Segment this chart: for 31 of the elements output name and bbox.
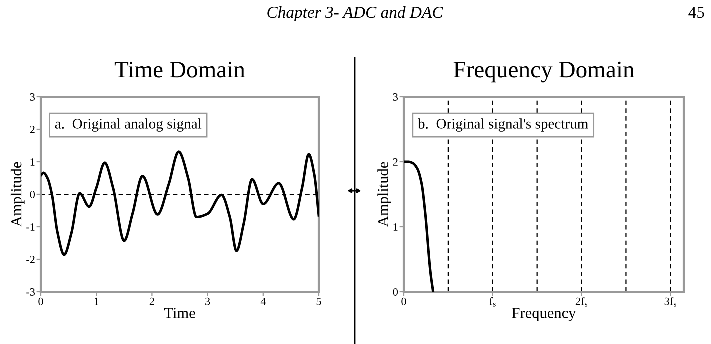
- y-tick-label: 0: [393, 288, 398, 296]
- x-tick-label: f$_{s}$: [490, 297, 496, 307]
- x-tick-label: 2: [150, 298, 154, 306]
- x-tick-label: 2f$_{s}$: [576, 297, 588, 307]
- y-tick-label: 3: [30, 93, 36, 101]
- y-tick-label: 2: [393, 158, 398, 166]
- y-tick-label: -1: [26, 224, 35, 231]
- annotation: a. Original analog signal: [55, 118, 202, 132]
- y-tick-label: 1: [30, 158, 35, 166]
- y-tick-label: 3: [393, 93, 398, 101]
- x-tick-label: 0: [38, 298, 44, 306]
- y-tick-label: -3: [26, 288, 36, 296]
- x-tick-label: 4: [260, 298, 266, 306]
- y-tick-label: 0: [30, 190, 36, 198]
- x-axis-title: Time: [164, 308, 196, 318]
- text: Chapter 3- ADC and DAC: [268, 6, 444, 22]
- chart-title: Frequency Domain: [454, 62, 634, 83]
- y-axis-title: Amplitude: [10, 162, 25, 228]
- y-tick-label: 1: [394, 224, 398, 231]
- y-tick-label: 2: [30, 126, 35, 134]
- x-tick-label: 5: [316, 298, 322, 306]
- x-tick-label: 1: [94, 298, 99, 306]
- chart-title: Time Domain: [114, 62, 246, 78]
- x-axis-title: Frequency: [512, 308, 576, 322]
- y-axis-title: Amplitude: [378, 162, 392, 228]
- x-tick-label: 0: [402, 298, 406, 306]
- y-tick-label: -2: [26, 256, 35, 264]
- x-tick-label: 3f$_{s}$: [664, 297, 676, 307]
- x-tick-label: 3: [206, 298, 210, 306]
- annotation: b. Original signal's spectrum: [418, 118, 588, 132]
- text: 45: [688, 7, 704, 18]
